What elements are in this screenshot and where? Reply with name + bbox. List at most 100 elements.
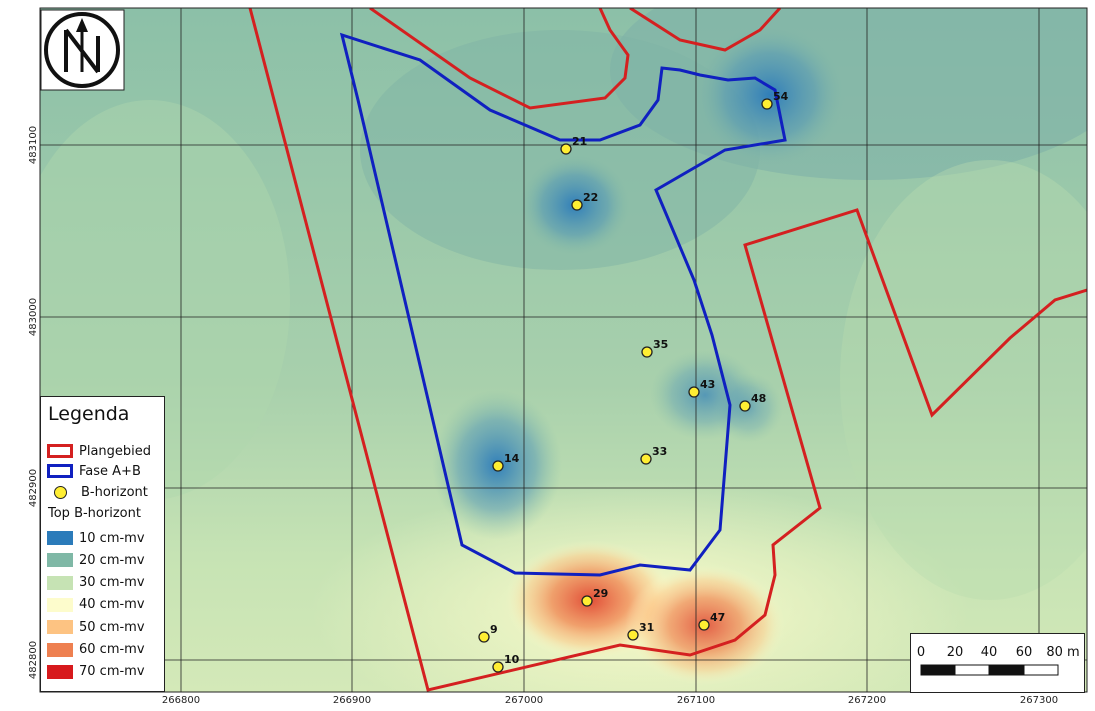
legend-ramp-item: 70 cm-mv [47, 662, 145, 682]
legend-ramp-label: 20 cm-mv [79, 552, 145, 568]
color-swatch [47, 553, 73, 568]
scale-bar: 0 20 40 60 80 m [910, 633, 1085, 693]
polygon-outline-icon [47, 444, 73, 458]
legend-ramp-item: 60 cm-mv [47, 640, 145, 660]
sample-point[interactable]: 29 [581, 587, 608, 607]
point-label: 9 [490, 623, 498, 636]
sample-point[interactable]: 54 [761, 90, 789, 110]
legend-ramp-label: 40 cm-mv [79, 597, 145, 613]
legend-item-label: B-horizont [81, 484, 148, 500]
x-tick-label: 267300 [1020, 695, 1058, 706]
plangebied-polygon-north2 [629, 8, 782, 52]
point-label: 29 [593, 587, 608, 600]
color-swatch [47, 575, 73, 590]
legend-title: Legenda [48, 403, 130, 425]
y-tick-label: 482800 [28, 641, 39, 679]
point-label: 43 [700, 378, 715, 391]
sample-point[interactable]: 48 [739, 392, 766, 412]
point-marker[interactable] [560, 143, 572, 155]
point-label: 21 [572, 135, 587, 148]
point-marker[interactable] [492, 661, 504, 673]
y-tick-label: 483000 [28, 298, 39, 336]
legend-ramp-label: 10 cm-mv [79, 530, 145, 546]
y-tick-label: 483100 [28, 126, 39, 164]
legend-item-bhorizont: B-horizont [47, 482, 148, 502]
color-swatch [47, 620, 73, 635]
x-tick-label: 267200 [848, 695, 886, 706]
legend-item-fase: Fase A+B [47, 461, 141, 481]
polygons-layer [248, 8, 1087, 692]
points-layer: 54 21 22 35 43 48 33 14 29 47 31 9 10 [478, 90, 789, 673]
sample-point[interactable]: 47 [698, 611, 725, 631]
point-marker[interactable] [581, 595, 593, 607]
point-label: 48 [751, 392, 766, 405]
scale-label: 40 [981, 645, 998, 660]
sample-point[interactable]: 14 [492, 452, 520, 472]
point-marker[interactable] [478, 631, 490, 643]
point-marker[interactable] [640, 453, 652, 465]
sample-point[interactable]: 33 [640, 445, 667, 465]
legend-ramp-item: 40 cm-mv [47, 595, 145, 615]
sample-point[interactable]: 9 [478, 623, 498, 643]
scale-label: 20 [947, 645, 964, 660]
color-swatch [47, 642, 73, 657]
polygon-outline-icon [47, 464, 73, 478]
legend-ramp-label: 60 cm-mv [79, 642, 145, 657]
point-marker[interactable] [688, 386, 700, 398]
point-marker[interactable] [492, 460, 504, 472]
sample-point[interactable]: 31 [627, 621, 654, 641]
legend-ramp-item: 20 cm-mv [47, 550, 145, 570]
north-arrow-icon [40, 9, 125, 91]
sample-point[interactable]: 21 [560, 135, 587, 155]
color-swatch [47, 597, 73, 612]
legend-ramp-label: 50 cm-mv [79, 619, 145, 635]
point-label: 31 [639, 621, 654, 634]
legend-ramp-label: 30 cm-mv [79, 575, 145, 591]
sample-point[interactable]: 22 [571, 191, 598, 211]
sample-point[interactable]: 35 [641, 338, 668, 358]
point-label: 10 [504, 653, 520, 666]
point-marker[interactable] [761, 98, 773, 110]
x-tick-label: 267100 [677, 695, 715, 706]
legend-ramp-item: 10 cm-mv [47, 528, 145, 548]
legend-item-plangebied: Plangebied [47, 441, 151, 461]
legend-ramp-item: 30 cm-mv [47, 573, 145, 593]
scale-label: 0 [917, 645, 925, 660]
point-marker[interactable] [571, 199, 583, 211]
sample-point[interactable]: 43 [688, 378, 715, 398]
x-tick-label: 266800 [162, 695, 200, 706]
y-axis-labels: 483100 483000 482900 482800 [28, 126, 39, 679]
color-swatch [47, 664, 73, 679]
point-label: 54 [773, 90, 789, 103]
point-icon [54, 485, 67, 499]
ramp-title: Top B-horizont [48, 506, 141, 521]
point-label: 35 [653, 338, 668, 351]
plangebied-polygon [248, 8, 1087, 692]
scale-label: 80 m [1046, 645, 1079, 660]
point-marker[interactable] [641, 346, 653, 358]
legend-ramp-label: 70 cm-mv [79, 664, 145, 680]
y-tick-label: 482900 [28, 469, 39, 507]
color-swatch [47, 531, 73, 545]
point-marker[interactable] [739, 400, 751, 412]
map-legend: Legenda Plangebied Fase A+B B-horizont T… [40, 396, 165, 692]
sample-point[interactable]: 10 [492, 653, 520, 673]
point-marker[interactable] [698, 619, 710, 631]
legend-ramp-item: 50 cm-mv [47, 617, 145, 637]
map-border [39, 7, 1088, 693]
scale-label: 60 [1016, 645, 1033, 660]
point-label: 22 [583, 191, 598, 204]
plangebied-polygon-north [369, 8, 630, 110]
x-axis-labels: 266800 266900 267000 267100 267200 26730… [162, 695, 1058, 706]
legend-item-label: Fase A+B [79, 463, 141, 479]
legend-item-label: Plangebied [79, 443, 152, 459]
point-label: 14 [504, 452, 520, 465]
fase-ab-polygon [339, 32, 787, 577]
point-label: 33 [652, 445, 667, 458]
point-marker[interactable] [627, 629, 639, 641]
point-label: 47 [710, 611, 725, 624]
x-tick-label: 267000 [505, 695, 543, 706]
x-tick-label: 266900 [333, 695, 371, 706]
